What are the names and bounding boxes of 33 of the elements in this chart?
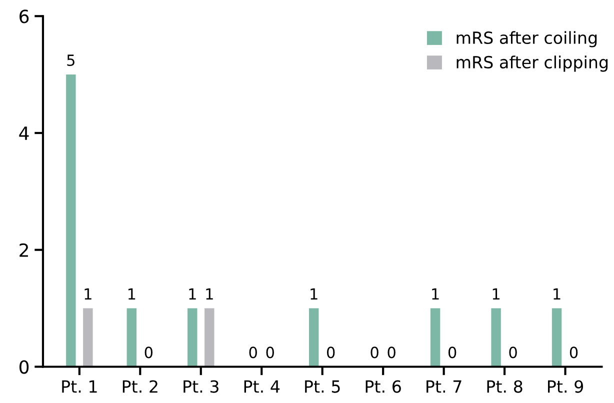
data-label: 5: [67, 54, 74, 66]
x-tick-label: Pt. 2: [122, 380, 158, 393]
data-label: 1: [189, 288, 196, 300]
data-label: 1: [206, 288, 213, 300]
data-label: 1: [84, 288, 92, 300]
x-tick-label: Pt. 6: [366, 380, 401, 393]
data-label: 0: [370, 346, 378, 358]
y-tick-label: 0: [19, 360, 29, 374]
data-label: 1: [128, 288, 136, 300]
data-label: 0: [509, 346, 517, 358]
data-label: 0: [249, 346, 257, 358]
x-tick-label: Pt. 9: [548, 380, 584, 393]
x-tick-label: Pt. 1: [62, 380, 97, 393]
data-label: 0: [388, 346, 396, 358]
data-label: 1: [554, 288, 560, 300]
data-label: 1: [310, 288, 318, 300]
data-label: 0: [448, 346, 456, 358]
x-tick-label: Pt. 4: [244, 380, 280, 393]
data-label: 0: [327, 346, 335, 358]
y-tick-label: 6: [20, 10, 29, 24]
data-label: 1: [432, 288, 439, 300]
legend-label: mRS after coiling: [456, 31, 597, 48]
x-tick-label: Pt. 5: [305, 380, 340, 393]
data-label: 0: [144, 346, 152, 358]
data-label: 1: [492, 288, 500, 300]
y-tick-label: 2: [20, 243, 28, 257]
data-label: 0: [570, 346, 578, 358]
x-tick-label: Pt. 7: [426, 380, 462, 393]
y-tick-label: 4: [19, 126, 29, 140]
legend-label: mRS after clipping: [456, 56, 608, 72]
data-label: 0: [266, 346, 274, 358]
x-tick-label: Pt. 8: [487, 380, 522, 393]
x-tick-label: Pt. 3: [184, 380, 218, 393]
